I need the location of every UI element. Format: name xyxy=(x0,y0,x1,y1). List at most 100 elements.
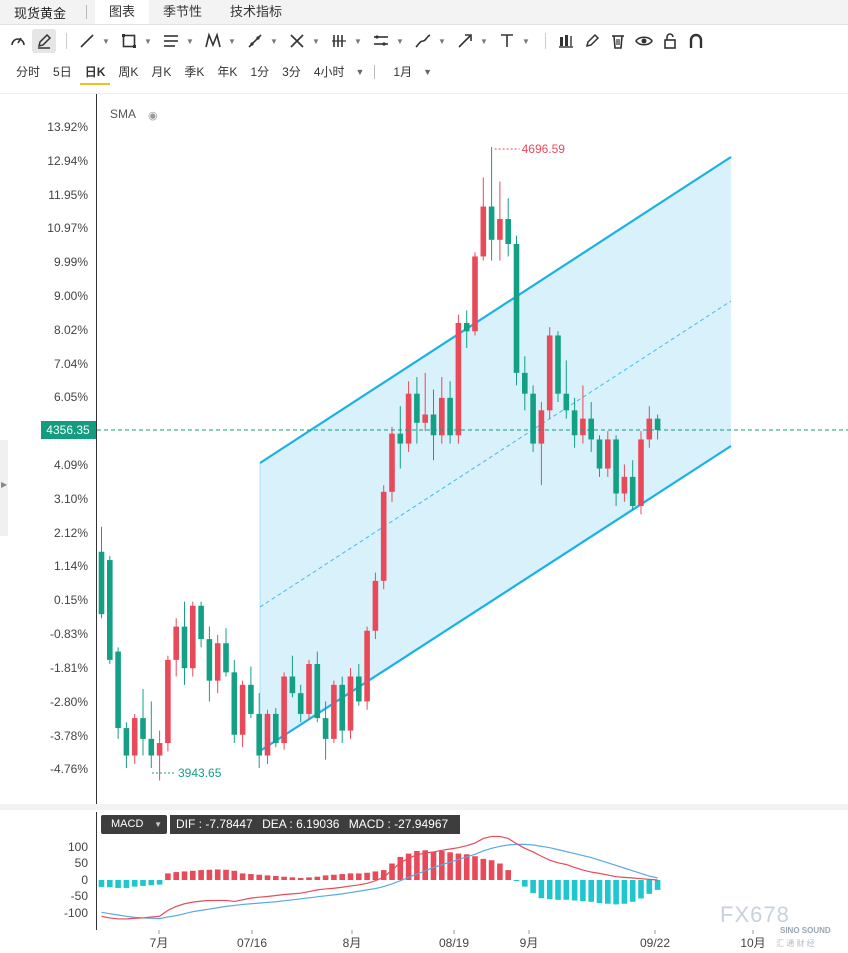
y-tick-label: 10.97% xyxy=(47,221,88,235)
magnet-icon[interactable] xyxy=(684,29,708,53)
period-1min[interactable]: 1分 xyxy=(250,65,270,79)
macd-histogram-bar xyxy=(165,873,171,880)
channel-icon[interactable] xyxy=(159,29,183,53)
parallel-icon[interactable] xyxy=(369,29,393,53)
period-intraday[interactable]: 分时 xyxy=(16,65,41,79)
candle-body xyxy=(563,393,570,411)
sma-indicator-label[interactable]: SMA xyxy=(110,107,137,121)
candle-body xyxy=(165,659,171,744)
y-tick-label: 1.14% xyxy=(54,559,88,573)
chevron-down-icon[interactable]: ▼ xyxy=(480,36,488,46)
macd-dif-line xyxy=(101,835,658,920)
candle-body xyxy=(364,630,370,702)
fib-icon[interactable] xyxy=(285,29,309,53)
chevron-down-icon[interactable]: ▼ xyxy=(312,36,320,46)
macd-histogram-bar xyxy=(555,880,561,900)
unlock-icon[interactable] xyxy=(658,29,682,53)
candle-body xyxy=(306,664,312,714)
macd-indicator-select[interactable]: MACD ▼ xyxy=(101,815,167,834)
line-icon[interactable] xyxy=(75,29,99,53)
macd-histogram-bar xyxy=(546,880,553,900)
macd-histogram-bar xyxy=(522,880,528,887)
pencil-icon[interactable] xyxy=(580,29,604,53)
candle-body xyxy=(447,397,453,436)
macd-histogram-bar xyxy=(513,880,520,881)
ruler-icon[interactable] xyxy=(243,29,267,53)
period-daily[interactable]: 日K xyxy=(79,59,111,85)
chevron-down-icon[interactable]: ▼ xyxy=(144,36,152,46)
candle-body xyxy=(522,372,528,394)
chevron-down-icon[interactable]: ▼ xyxy=(354,36,362,46)
candle-style-icon[interactable] xyxy=(554,29,578,53)
candle-body xyxy=(405,393,412,444)
macd-histogram-bar xyxy=(646,880,653,894)
macd-histogram-bar xyxy=(181,871,188,880)
tab-chart[interactable]: 图表 xyxy=(95,0,150,24)
macd-histogram-bar xyxy=(356,873,362,880)
chevron-right-icon: ▶ xyxy=(1,480,8,489)
macd-label: MACD xyxy=(111,818,144,830)
period-monthly[interactable]: 月K xyxy=(151,65,172,79)
chevron-down-icon[interactable]: ▼ xyxy=(228,36,236,46)
y-tick-label: 9.99% xyxy=(54,255,88,269)
chevron-down-icon[interactable]: ▼ xyxy=(270,36,278,46)
drawing-toolbar: ▼ ▼ ▼ ▼ ▼ ▼ ▼ ▼ ▼ ▼ ▼ xyxy=(0,26,848,56)
sidebar-toggle[interactable]: ▶ xyxy=(0,440,8,536)
macd-histogram-bar xyxy=(596,880,603,904)
candle-body xyxy=(571,410,578,436)
candle-body xyxy=(472,256,478,332)
period-4hour[interactable]: 4小时 xyxy=(313,65,345,79)
low-price-label: 3943.65 xyxy=(178,766,222,780)
text-icon[interactable] xyxy=(495,29,519,53)
arrow-icon[interactable] xyxy=(453,29,477,53)
macd-histogram-bar xyxy=(372,871,379,880)
pane-divider[interactable] xyxy=(0,804,848,810)
tab-indicators[interactable]: 技术指标 xyxy=(230,4,283,19)
y-tick-label: 3.10% xyxy=(54,492,88,506)
chevron-down-icon[interactable]: ▼ xyxy=(438,36,446,46)
range-select[interactable]: 1月 xyxy=(393,65,413,79)
candle-body xyxy=(555,335,561,394)
gann-icon[interactable] xyxy=(327,29,351,53)
period-3min[interactable]: 3分 xyxy=(282,65,301,79)
pen-icon[interactable] xyxy=(32,29,56,53)
macd-histogram-bar xyxy=(289,877,296,880)
instrument-title: 现货黄金 xyxy=(14,5,67,21)
macd-values: DIF : -7.78447 DEA : 6.19036 MACD : -27.… xyxy=(170,815,461,834)
period-yearly[interactable]: 年K xyxy=(217,65,238,79)
candle-body xyxy=(397,433,404,444)
period-weekly[interactable]: 周K xyxy=(118,65,139,79)
tab-seasonality[interactable]: 季节性 xyxy=(163,4,203,19)
candle-body xyxy=(414,393,420,423)
period-quarterly[interactable]: 季K xyxy=(184,65,205,79)
macd-histogram-bar xyxy=(463,854,470,880)
chevron-down-icon[interactable]: ▼ xyxy=(522,36,530,46)
chevron-down-icon[interactable]: ▼ xyxy=(102,36,110,46)
chevron-down-icon[interactable]: ▼ xyxy=(396,36,404,46)
brush-icon[interactable] xyxy=(411,29,435,53)
y-tick-label: 0.15% xyxy=(54,593,88,607)
candle-body xyxy=(430,414,437,436)
macd-histogram-bar xyxy=(563,880,570,900)
candle-body xyxy=(231,672,238,735)
pattern-icon[interactable] xyxy=(201,29,225,53)
eye-icon[interactable] xyxy=(632,29,656,53)
candle-body xyxy=(339,684,345,731)
eye-slash-icon[interactable]: ◉ xyxy=(148,110,158,122)
period-5day[interactable]: 5日 xyxy=(53,65,72,79)
candle-body xyxy=(629,476,636,506)
candle-body xyxy=(148,738,155,756)
chevron-down-icon[interactable]: ▼ xyxy=(423,67,433,77)
chevron-down-icon[interactable]: ▼ xyxy=(186,36,194,46)
current-price-tag xyxy=(41,421,96,439)
gauge-icon[interactable] xyxy=(6,29,30,53)
chevron-down-icon[interactable]: ▼ xyxy=(355,67,365,77)
y-tick-label: 7.04% xyxy=(54,357,88,371)
candle-body xyxy=(173,626,179,660)
x-tick-label: 9月 xyxy=(520,936,539,950)
rectangle-icon[interactable] xyxy=(117,29,141,53)
macd-histogram-bar xyxy=(455,853,462,880)
macd-histogram-bar xyxy=(621,880,628,904)
trash-icon[interactable] xyxy=(606,29,630,53)
